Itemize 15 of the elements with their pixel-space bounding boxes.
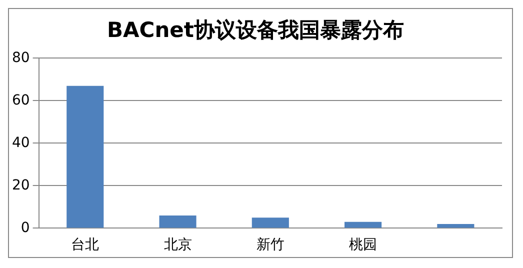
bar [159, 215, 196, 228]
y-tick-label: 0 [20, 220, 30, 236]
y-tick-label: 40 [12, 134, 30, 151]
y-tick-label: 80 [12, 50, 30, 66]
bar [66, 86, 104, 228]
y-tick-label: 60 [12, 92, 30, 108]
x-tick-label: 北京 [164, 237, 192, 254]
x-tick-label: 台北 [71, 237, 100, 254]
x-tick-label: 新竹 [256, 237, 284, 254]
chart-title: BACnet协议设备我国暴露分布 [107, 18, 404, 42]
bar [344, 222, 382, 228]
bar [252, 218, 289, 228]
bar [437, 224, 474, 228]
x-tick-label: 桃园 [349, 237, 378, 254]
y-tick-label: 20 [12, 177, 30, 194]
